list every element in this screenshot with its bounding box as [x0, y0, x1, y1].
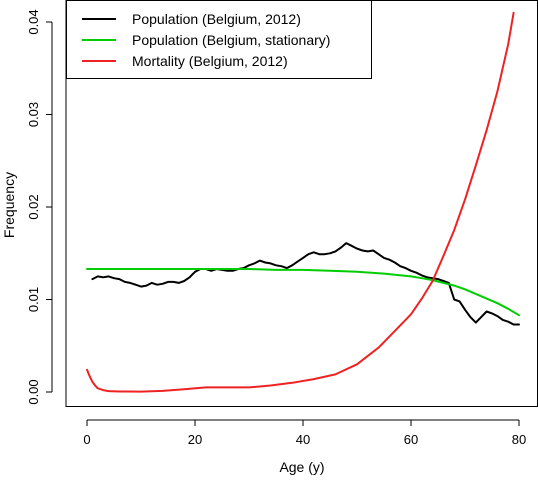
y-tick-label: 0.01	[26, 287, 41, 312]
series-line-1	[91, 242, 520, 326]
y-tick-label: 0.03	[26, 102, 41, 127]
y-tick-label: 0.00	[26, 379, 41, 404]
plot-area	[86, 11, 520, 393]
series-line-3	[86, 11, 515, 393]
legend-label-3: Mortality (Belgium, 2012)	[132, 53, 288, 69]
legend: Population (Belgium, 2012) Population (Be…	[66, 0, 372, 79]
y-tick-label: 0.04	[26, 9, 41, 34]
x-tick-label: 40	[296, 432, 310, 447]
x-tick-label: 0	[83, 432, 90, 447]
axes: 0 20 40 60 80 0.00 0.01 0.02 0.03 0.04	[26, 0, 538, 447]
legend-label-1: Population (Belgium, 2012)	[132, 11, 301, 27]
y-tick-label: 0.02	[26, 194, 41, 219]
x-axis-title: Age (y)	[279, 459, 324, 475]
legend-label-2: Population (Belgium, stationary)	[132, 32, 330, 48]
x-tick-label: 60	[404, 432, 418, 447]
y-axis-title: Frequency	[1, 172, 17, 238]
x-tick-label: 20	[188, 432, 202, 447]
x-tick-label: 80	[512, 432, 526, 447]
legend-box	[66, 0, 372, 79]
series-line-2	[86, 268, 520, 317]
